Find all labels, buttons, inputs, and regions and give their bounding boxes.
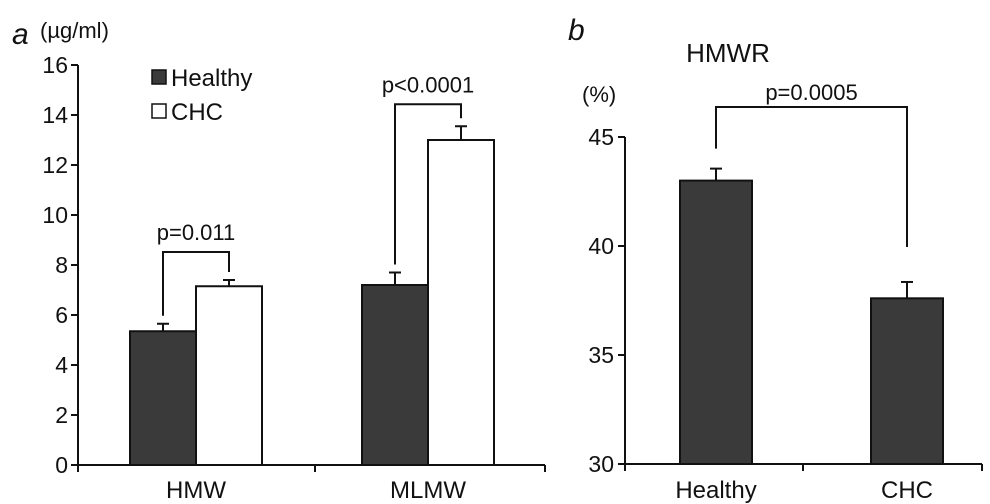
panel-b-y-tick-label: 45 bbox=[588, 124, 614, 150]
panel-a-y-tick-label: 0 bbox=[55, 452, 68, 478]
panel-a-y-tick-label: 10 bbox=[42, 202, 68, 228]
panel-a-y-tick-label: 8 bbox=[55, 252, 68, 278]
panel-a-category-label: HMW bbox=[166, 477, 226, 504]
panel-b-significance-bracket bbox=[715, 106, 908, 247]
panel-b-bar-healthy bbox=[679, 179, 753, 465]
panel-b-title: HMWR bbox=[686, 38, 770, 68]
panel-b-y-tick-label: 30 bbox=[588, 451, 614, 477]
panel-b-unit-label: (%) bbox=[582, 82, 616, 107]
panel-a-bar-chc bbox=[427, 139, 495, 466]
panel-a-unit-label: (µg/ml) bbox=[40, 18, 109, 43]
panel-a-p-value: p=0.011 bbox=[157, 220, 236, 245]
panel-a-legend-swatch-chc bbox=[151, 103, 167, 119]
panel-a-significance-bracket bbox=[394, 103, 462, 265]
panel-a-bar-chc bbox=[195, 285, 263, 466]
panel-b-y-tick-label: 40 bbox=[588, 233, 614, 259]
panel-b-category-label: CHC bbox=[881, 477, 933, 504]
panel-b-letter: b bbox=[568, 14, 585, 47]
panel-a-y-tick-label: 4 bbox=[55, 352, 68, 378]
panel-a-p-value: p<0.0001 bbox=[382, 72, 474, 97]
panel-a-legend-label: CHC bbox=[171, 99, 223, 126]
panel-a-y-tick-label: 14 bbox=[42, 102, 68, 128]
panel-a-y-tick-label: 6 bbox=[55, 302, 68, 328]
panel-a-category-label: MLMW bbox=[390, 477, 466, 504]
panel-a-legend-swatch-healthy bbox=[151, 69, 167, 85]
panel-a-significance-bracket bbox=[162, 251, 230, 316]
panel-a-y-tick-label: 12 bbox=[42, 152, 68, 178]
panel-b-bar-chc bbox=[870, 297, 944, 465]
panel-a-y-tick-label: 2 bbox=[55, 402, 68, 428]
panel-a-y-tick-label: 16 bbox=[42, 52, 68, 78]
panel-a-bar-healthy bbox=[361, 284, 429, 466]
panel-b-y-tick-label: 35 bbox=[588, 342, 614, 368]
panel-a-legend-label: Healthy bbox=[171, 65, 252, 92]
panel-a-bar-healthy bbox=[129, 330, 197, 466]
panel-b-p-value: p=0.0005 bbox=[765, 80, 857, 105]
panel-a-letter: a bbox=[12, 18, 29, 51]
panel-b-category-label: Healthy bbox=[675, 477, 756, 504]
